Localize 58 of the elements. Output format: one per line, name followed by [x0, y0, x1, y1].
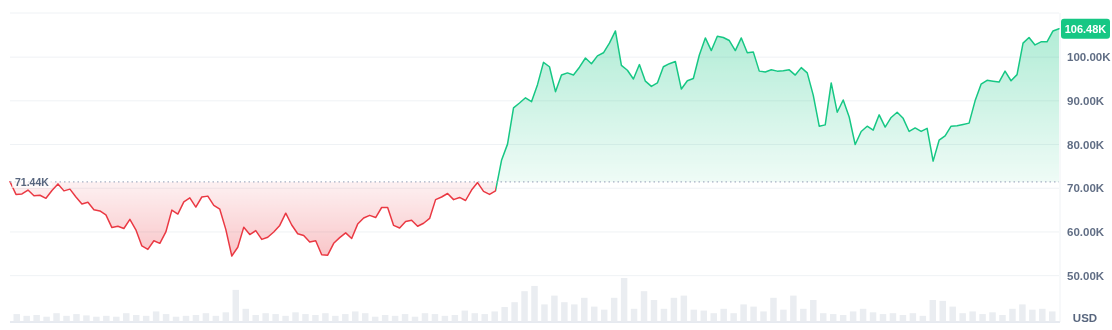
bar — [501, 307, 508, 322]
ref-line-label: 71.44K — [15, 175, 50, 188]
bar — [312, 314, 319, 322]
bar — [750, 306, 757, 322]
y-tick-label: 70.00K — [1067, 182, 1105, 195]
bar — [292, 312, 299, 322]
bar — [979, 314, 986, 322]
y-tick-label: 90.00K — [1067, 94, 1105, 107]
bar — [790, 295, 797, 322]
bar — [491, 311, 498, 322]
bar — [1019, 304, 1026, 322]
bar — [1039, 308, 1046, 322]
bar — [810, 300, 817, 322]
bar — [1029, 309, 1036, 322]
bar — [541, 304, 548, 322]
bar — [481, 314, 488, 322]
bar — [1009, 308, 1016, 322]
bar — [322, 313, 329, 322]
bar — [302, 314, 309, 322]
bar — [1049, 311, 1056, 322]
bar — [511, 302, 518, 322]
bar — [83, 315, 90, 322]
bar — [561, 302, 568, 322]
bar — [959, 313, 966, 322]
bar — [262, 313, 269, 322]
bar — [352, 311, 359, 322]
bar — [521, 291, 528, 322]
y-tick-label: 100.00K — [1067, 51, 1112, 64]
bar — [969, 311, 976, 322]
bar — [342, 314, 349, 322]
bar — [710, 313, 717, 322]
bar — [33, 314, 40, 322]
bar — [760, 311, 767, 322]
bar — [949, 306, 956, 322]
y-tick-label: 60.00K — [1067, 225, 1105, 238]
bar — [252, 314, 259, 322]
bar — [531, 285, 538, 322]
text: 106.48K — [1064, 22, 1107, 35]
bar — [581, 297, 588, 322]
bar — [800, 308, 807, 322]
bar — [13, 314, 20, 322]
bar — [999, 314, 1006, 322]
y-tick-label: 80.00K — [1067, 138, 1105, 151]
bar — [770, 297, 777, 322]
y-axis-title: USD — [1072, 312, 1098, 324]
bar — [53, 313, 60, 322]
bar — [720, 308, 727, 322]
y-tick-label: 50.00K — [1067, 269, 1105, 282]
bar — [73, 314, 80, 322]
bar — [571, 304, 578, 322]
bar — [551, 295, 558, 322]
bar — [740, 304, 747, 322]
bar — [640, 291, 648, 322]
bar — [272, 314, 279, 322]
bar — [780, 309, 787, 322]
bar — [620, 278, 628, 322]
bar — [730, 313, 737, 322]
bar — [989, 312, 996, 322]
